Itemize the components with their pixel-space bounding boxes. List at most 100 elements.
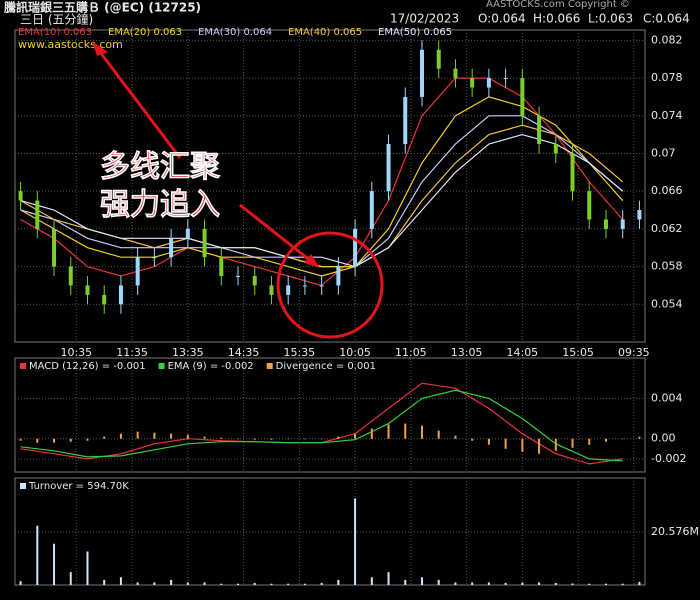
volume-bar (103, 579, 106, 585)
candle-body (336, 266, 341, 286)
divergence-bar (220, 437, 223, 439)
subtitle: 三日 (五分鐘) (20, 12, 93, 27)
divergence-bar (237, 438, 240, 440)
y-tick-label: 20.576M (651, 525, 699, 538)
candle-body (353, 228, 358, 267)
legend-label: Divergence = 0.001 (276, 361, 376, 372)
arrow-head (92, 41, 108, 56)
ohlc-open: O:0.064 (478, 12, 526, 26)
candle-body (587, 191, 592, 220)
divergence-bar (36, 438, 39, 443)
legend-label: EMA (9) = -0.002 (168, 361, 254, 372)
volume-bar (69, 572, 72, 585)
volume-bar (588, 583, 591, 585)
candle-body (118, 285, 123, 305)
volume-bar (337, 579, 340, 585)
divergence-bar (354, 433, 357, 439)
divergence-bar (19, 438, 22, 441)
candle-body (436, 49, 441, 69)
annotation: 多线汇聚 (100, 150, 221, 185)
volume-bar (354, 498, 357, 585)
price-panel (14, 29, 646, 343)
candle-body (537, 115, 542, 145)
annotation: 强力追入 (100, 188, 220, 223)
divergence-bar (571, 438, 574, 448)
ohlc-high: H:0.066 (533, 12, 580, 26)
volume-bar (504, 582, 507, 585)
macd-panel (14, 357, 646, 473)
y-tick-label: 0.004 (651, 391, 683, 404)
volume-bar (303, 583, 306, 585)
divergence-bar (53, 438, 56, 443)
candle-body (419, 49, 424, 97)
volume-bar (86, 551, 89, 585)
y-tick-label: -0.002 (651, 452, 686, 465)
divergence-bar (136, 431, 139, 439)
candle-body (286, 285, 291, 295)
candle-body (369, 191, 374, 229)
date: 17/02/2023 (390, 12, 459, 26)
candle-body (68, 266, 73, 286)
divergence-bar (420, 425, 423, 439)
ohlc-low: L:0.063 (588, 12, 633, 26)
divergence-bar (404, 423, 407, 439)
volume-bar (454, 582, 457, 585)
y-tick-label: 0.082 (651, 33, 683, 46)
candle-body (470, 78, 475, 88)
candle-body (603, 219, 608, 229)
divergence-bar (370, 428, 373, 439)
legend-label: MACD (12,26) = -0.001 (29, 361, 146, 372)
legend-label: Turnover = 594.70K (28, 481, 129, 492)
candle-body (202, 228, 207, 258)
candle-body (152, 257, 157, 259)
divergence-bar (170, 433, 173, 439)
legend-swatch (158, 363, 165, 369)
ohlc-close: C:0.064 (643, 12, 690, 26)
candle-body (553, 144, 558, 154)
volume-bar (370, 577, 373, 585)
volume-bar (387, 572, 390, 585)
volume-bar (437, 579, 440, 585)
candle-body (620, 219, 625, 229)
divergence-bar (621, 438, 624, 440)
volume-bar (19, 581, 22, 585)
volume-bar (153, 582, 156, 585)
candle-body (85, 285, 90, 295)
divergence-bar (521, 438, 524, 452)
divergence-bar (69, 438, 72, 442)
candle-body (520, 78, 525, 116)
volume-bar (638, 581, 641, 585)
volume-bar (487, 582, 490, 585)
x-tick-label: 09:35 (618, 346, 650, 359)
volume-bar (287, 583, 290, 585)
legend-label: EMA(20) 0.063 (108, 27, 182, 38)
legend-label: EMA(10) 0.063 (18, 27, 92, 38)
series-line (20, 133, 624, 268)
divergence-bar (103, 436, 106, 439)
x-tick-label: 15:35 (283, 346, 315, 359)
volume-bar (420, 577, 423, 585)
volume-bar (119, 577, 122, 585)
candle-body (102, 294, 107, 305)
legend-label: EMA(40) 0.065 (288, 27, 362, 38)
divergence-bar (270, 438, 273, 440)
candle-body (503, 78, 508, 80)
divergence-bar (504, 438, 507, 449)
divergence-bar (186, 434, 189, 439)
y-tick-label: 0.054 (651, 297, 683, 310)
y-tick-label: 0.07 (651, 146, 676, 159)
arrow-head (304, 254, 320, 268)
annotation-layer: 多线汇聚 强力追入 (92, 41, 384, 339)
divergence-bar (538, 438, 541, 454)
x-tick-label: 15:05 (562, 346, 594, 359)
divergence-bar (471, 438, 474, 441)
candle-body (403, 96, 408, 145)
volume-bar (36, 525, 39, 585)
divergence-bar (253, 438, 256, 440)
candle-body (302, 285, 307, 287)
candle-body (453, 68, 458, 79)
divergence-bar (588, 438, 591, 445)
volume-bar (320, 582, 323, 585)
series-line (20, 96, 624, 277)
